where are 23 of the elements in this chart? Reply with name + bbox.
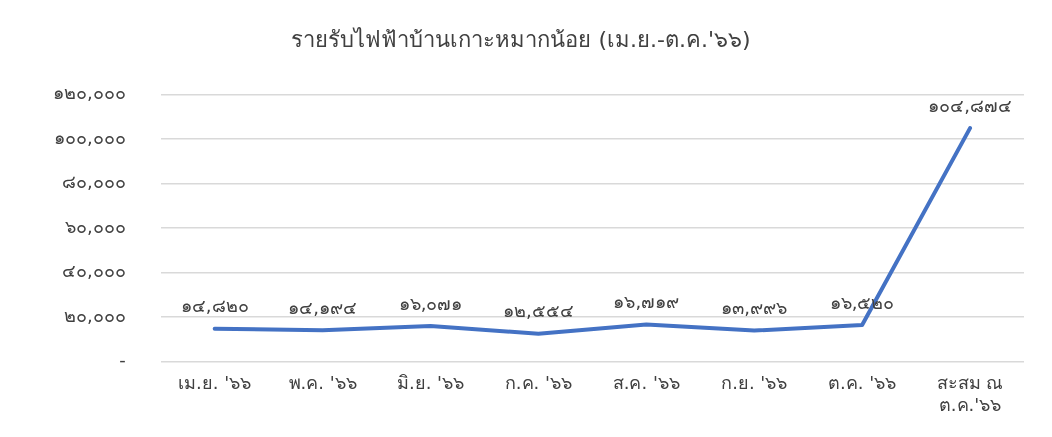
chart-title: รายรับไฟฟ้าบ้านเกาะหมากน้อย (เม.ย.-ต.ค.'๖๖) (291, 26, 751, 52)
y-tick-label: ๒๐,๐๐๐ (63, 304, 126, 326)
y-tick-label: ๑๒๐,๐๐๐ (52, 82, 126, 104)
x-tick-label: ก.ค. '๖๖ (504, 372, 572, 394)
x-tick-label: เม.ย. '๖๖ (178, 372, 252, 394)
y-tick-label: ๖๐,๐๐๐ (64, 215, 126, 237)
y-tick-label: ๔๐,๐๐๐ (61, 260, 126, 282)
data-label: ๑๒,๕๕๔ (503, 300, 574, 322)
x-tick-label: ต.ค. '๖๖ (828, 372, 897, 394)
data-label: ๑๖,๗๑๙ (613, 291, 680, 313)
x-tick-label: ก.ย. '๖๖ (721, 372, 788, 394)
data-label: ๑๐๔,๘๗๔ (928, 94, 1012, 116)
data-label: ๑๔,๑๙๔ (288, 296, 357, 318)
x-tick-label: มิ.ย. '๖๖ (396, 372, 465, 394)
y-tick-label: ๑๐๐,๐๐๐ (53, 126, 126, 148)
data-label: ๑๓,๙๙๖ (721, 297, 788, 319)
data-label: ๑๖,๐๗๑ (398, 292, 463, 314)
x-tick-label: ส.ค. '๖๖ (612, 372, 680, 394)
x-tick-label: พ.ค. '๖๖ (288, 372, 357, 394)
x-tick-label: สะสม ณ ต.ค.'๖๖ (936, 372, 1004, 415)
data-label: ๑๔,๘๒๐ (180, 295, 249, 317)
y-tick-label: - (119, 349, 126, 371)
y-tick-label: ๘๐,๐๐๐ (61, 171, 126, 193)
